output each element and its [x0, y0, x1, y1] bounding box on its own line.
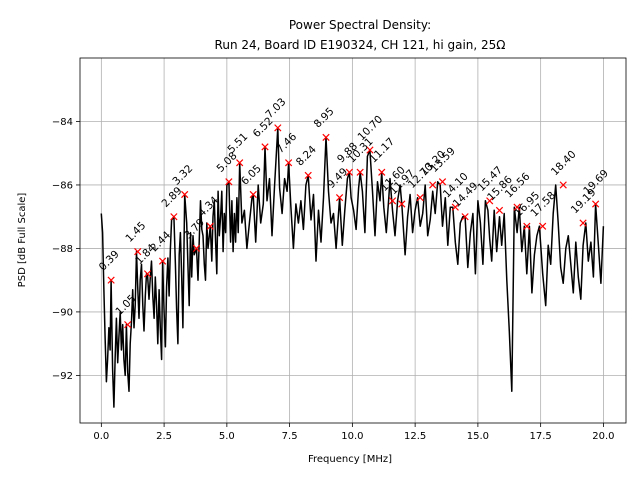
peak-marker: [335, 194, 344, 202]
peak-marker: [225, 178, 233, 186]
peak-marker: [398, 200, 406, 208]
peak-marker: [236, 159, 244, 167]
y-axis-ticks: −92 −90 −88 −86 −84: [52, 117, 80, 382]
peak-marker: [134, 247, 142, 256]
peak-markers: [107, 124, 600, 329]
peak-marker: [559, 181, 567, 189]
y-tick-label: −88: [52, 244, 73, 255]
peak-marker: [495, 206, 504, 214]
y-tick-label: −90: [52, 307, 73, 318]
peak-marker: [523, 222, 531, 230]
y-tick-label: −92: [52, 371, 73, 382]
x-tick-label: 0.0: [93, 431, 109, 442]
x-axis-label: Frequency [MHz]: [308, 454, 392, 465]
x-tick-label: 12.5: [404, 431, 426, 442]
peak-marker: [461, 213, 469, 221]
peak-marker: [192, 244, 201, 253]
peak-marker: [107, 276, 115, 284]
peak-marker: [181, 190, 189, 199]
chart-subtitle: Run 24, Board ID E190324, CH 121, hi gai…: [215, 38, 506, 52]
y-tick-label: −84: [52, 117, 73, 128]
peak-marker: [304, 171, 312, 180]
x-tick-label: 17.5: [530, 431, 552, 442]
peak-marker: [206, 222, 214, 230]
peak-marker: [438, 178, 447, 186]
peak-marker: [143, 270, 152, 278]
x-tick-label: 7.5: [282, 431, 298, 442]
psd-series: [100, 127, 605, 408]
x-axis-ticks: 0.0 2.5 5.0 7.5 10.0 12.5 15.0 17.5 20.0: [93, 423, 615, 442]
peak-marker: [378, 168, 386, 176]
psd-line: [100, 127, 605, 408]
peak-marker: [356, 168, 364, 176]
chart-title: Power Spectral Density:: [289, 18, 431, 32]
peak-marker: [539, 222, 547, 230]
peak-marker: [261, 143, 269, 151]
peak-marker: [486, 197, 494, 205]
y-tick-label: −86: [52, 180, 73, 191]
peak-marker: [322, 133, 330, 141]
y-axis-label: PSD [dB Full Scale]: [17, 193, 28, 288]
x-tick-label: 10.0: [341, 431, 363, 442]
peak-marker: [429, 181, 437, 189]
peak-marker: [388, 197, 397, 205]
peak-marker: [249, 190, 257, 199]
plot-frame: [79, 57, 627, 424]
peak-marker: [158, 257, 167, 265]
peak-marker: [284, 159, 293, 167]
peak-marker: [513, 203, 521, 211]
peak-marker: [274, 124, 282, 132]
x-tick-label: 5.0: [219, 431, 235, 442]
peak-marker: [579, 219, 587, 227]
peak-marker: [416, 194, 424, 202]
peak-marker: [366, 146, 374, 154]
peak-marker: [345, 168, 353, 176]
peak-marker: [124, 320, 132, 329]
peak-marker: [592, 200, 600, 208]
x-tick-label: 15.0: [467, 431, 489, 442]
peak-marker: [170, 213, 178, 221]
peak-marker: [451, 203, 459, 211]
x-tick-label: 20.0: [592, 431, 614, 442]
x-tick-label: 2.5: [156, 431, 172, 442]
